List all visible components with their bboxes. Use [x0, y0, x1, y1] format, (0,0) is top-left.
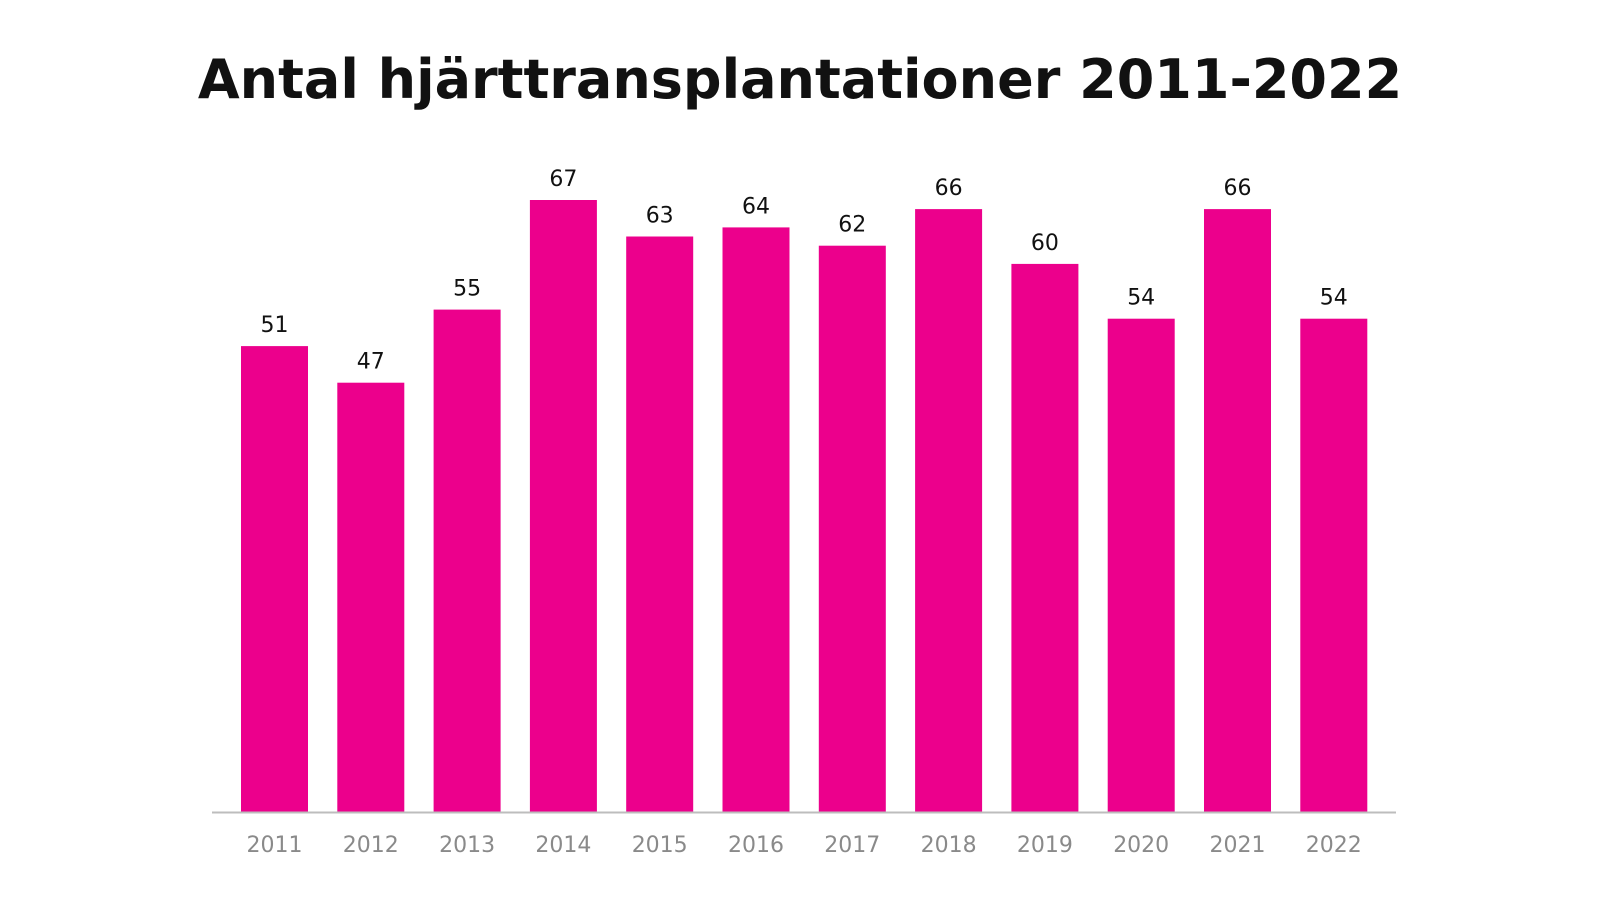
chart-title: Antal hjärttransplantationer 2011-2022 — [197, 48, 1403, 111]
x-tick-labels-group: 2011 2012 2013 2014 2015 2016 2017 2018 2019 2020… — [247, 833, 1362, 858]
value-label-2011: 51 — [261, 313, 289, 338]
value-label-2022: 54 — [1320, 286, 1348, 311]
x-tick-label-2020: 2020 — [1113, 833, 1169, 858]
bar-2012 — [337, 382, 405, 812]
value-label-2021: 66 — [1224, 176, 1252, 201]
x-tick-label-2022: 2022 — [1306, 833, 1362, 858]
x-tick-label-2014: 2014 — [535, 833, 591, 858]
value-label-2019: 60 — [1031, 231, 1059, 256]
bars-group — [241, 200, 1368, 813]
bar-2015 — [626, 236, 694, 812]
bar-2022 — [1300, 318, 1368, 812]
x-tick-label-2015: 2015 — [632, 833, 688, 858]
x-tick-label-2013: 2013 — [439, 833, 495, 858]
bar-2011 — [241, 346, 308, 812]
bar-2019 — [1011, 263, 1079, 812]
x-tick-label-2019: 2019 — [1017, 833, 1073, 858]
bar-2021 — [1204, 209, 1271, 813]
value-label-2014: 67 — [549, 167, 577, 192]
bar-2014 — [529, 200, 597, 812]
x-tick-label-2016: 2016 — [728, 833, 784, 858]
value-label-2013: 55 — [453, 277, 481, 302]
value-label-2017: 62 — [838, 213, 866, 238]
value-label-2020: 54 — [1127, 286, 1155, 311]
x-tick-label-2017: 2017 — [824, 833, 880, 858]
bar-2016 — [722, 227, 790, 812]
value-label-2015: 63 — [646, 204, 674, 229]
x-tick-label-2011: 2011 — [247, 833, 303, 858]
bar-2013 — [433, 309, 501, 812]
bar-2017 — [818, 245, 886, 812]
x-tick-label-2021: 2021 — [1210, 833, 1266, 858]
value-label-2012: 47 — [357, 350, 385, 375]
x-tick-label-2012: 2012 — [343, 833, 399, 858]
value-label-2016: 64 — [742, 194, 770, 219]
value-label-2018: 66 — [935, 176, 963, 201]
bar-2018 — [915, 209, 983, 813]
bar-2020 — [1107, 318, 1175, 812]
x-tick-label-2018: 2018 — [921, 833, 977, 858]
value-labels-group: 51 47 55 67 63 64 62 66 60 54 66 54 — [261, 167, 1348, 375]
